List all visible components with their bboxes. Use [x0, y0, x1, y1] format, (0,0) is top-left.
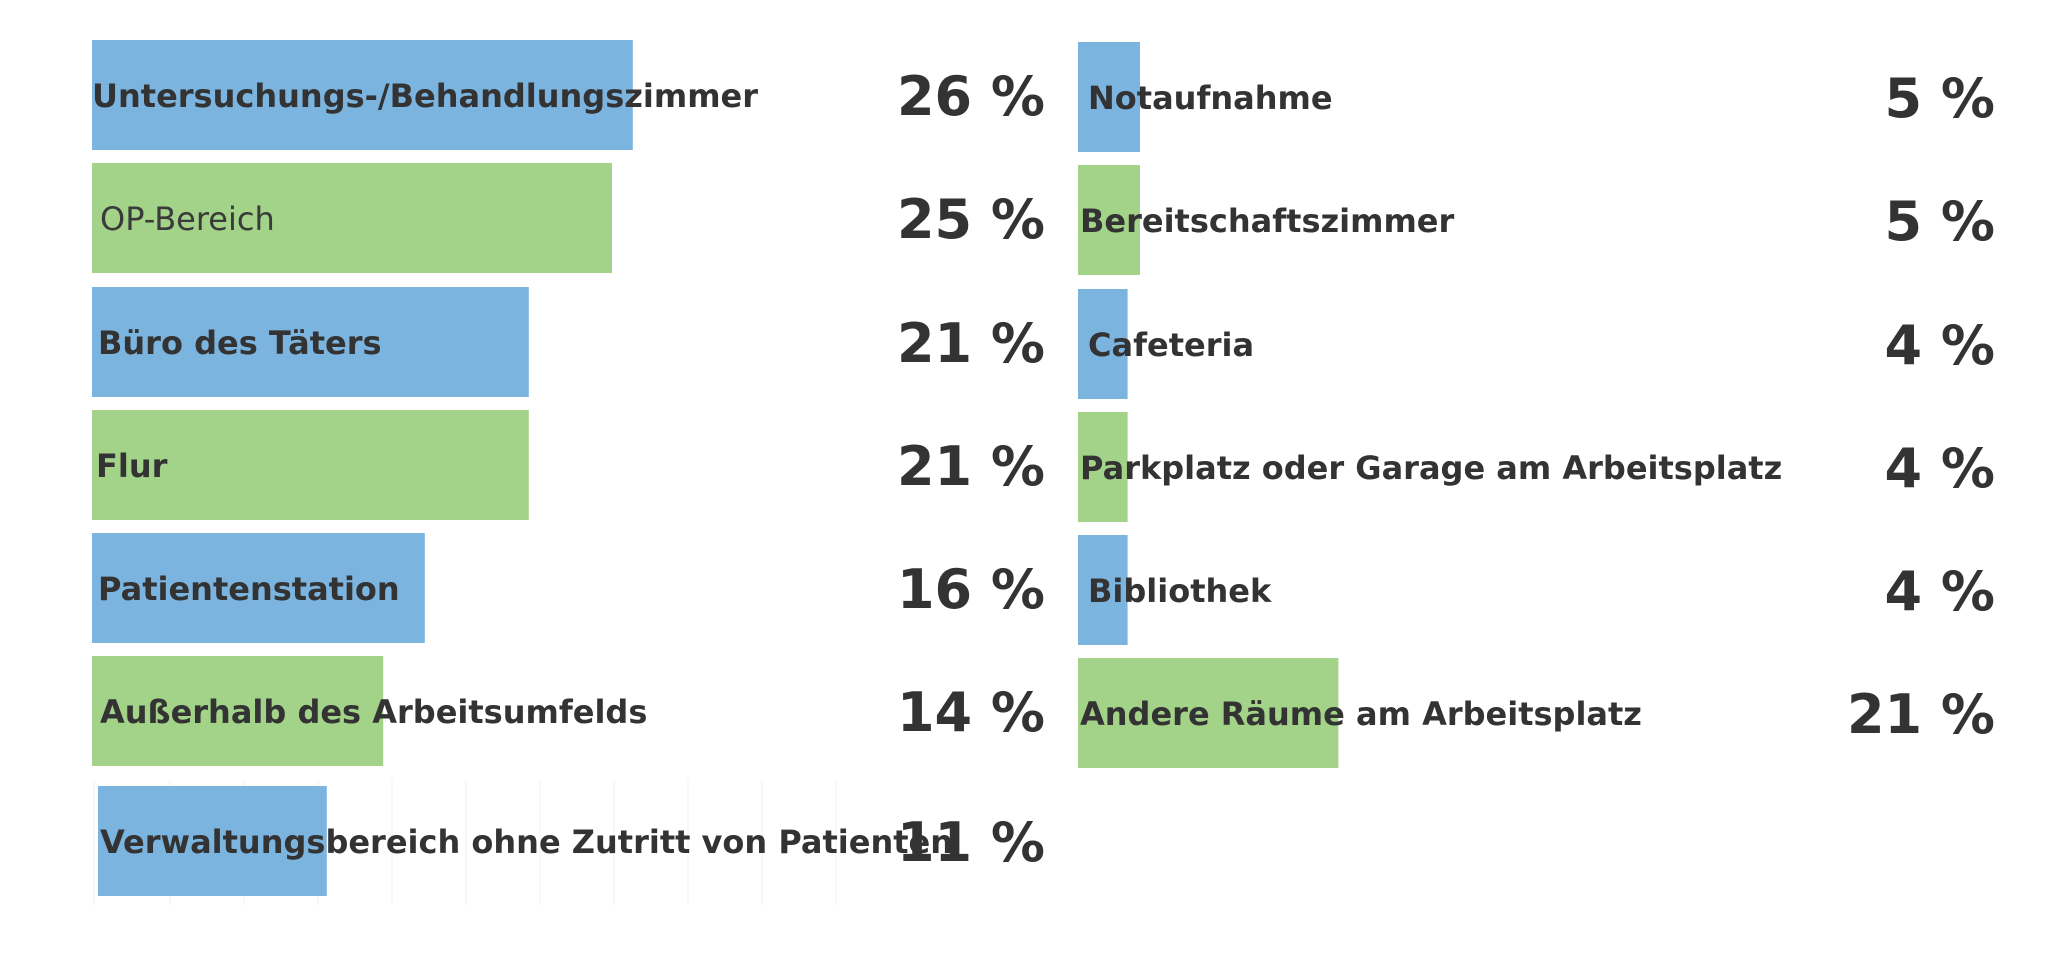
- bar-value-label: 26 %: [897, 65, 1045, 128]
- bar-value-label: 4 %: [1885, 437, 1995, 500]
- bar-value-label: 25 %: [897, 188, 1045, 251]
- bar-category-label: Parkplatz oder Garage am Arbeitsplatz: [1080, 449, 1782, 487]
- right-bar-chart: Notaufnahme 5 % Bereitschaftszimmer 5 % Cafe…: [1078, 42, 1995, 768]
- bar-category-label: Bereitschaftszimmer: [1080, 202, 1454, 240]
- bar: [98, 786, 327, 896]
- bar: [92, 656, 384, 766]
- bar: [92, 287, 529, 397]
- bar: [92, 163, 612, 273]
- bar-category-label: OP-Bereich: [100, 200, 275, 238]
- bar: [1078, 42, 1140, 152]
- bar-value-label: 4 %: [1885, 560, 1995, 623]
- bar-category-label: Flur: [96, 447, 168, 485]
- bar-value-label: 16 %: [897, 558, 1045, 621]
- bar-value-label: 5 %: [1885, 190, 1995, 253]
- bar-value-label: 21 %: [1847, 683, 1995, 746]
- bar: [1078, 535, 1128, 645]
- bar: [92, 533, 425, 643]
- bar-category-label: Cafeteria: [1088, 326, 1254, 364]
- bar-value-label: 21 %: [897, 312, 1045, 375]
- bar: [1078, 165, 1140, 275]
- bar-category-label: Außerhalb des Arbeitsumfelds: [100, 693, 647, 731]
- bar-category-label: Untersuchungs-/Behandlungszimmer: [92, 77, 758, 115]
- bar-category-label: Bibliothek: [1088, 572, 1272, 610]
- left-bar-chart: Untersuchungs-/Behandlungszimmer 26 % OP-B…: [92, 40, 1045, 896]
- bar-category-label: Notaufnahme: [1088, 79, 1333, 117]
- bar-value-label: 11 %: [897, 811, 1045, 874]
- bar-value-label: 21 %: [897, 435, 1045, 498]
- bar-category-label: Verwaltungsbereich ohne Zutritt von Pati…: [100, 823, 953, 861]
- bar-category-label: Andere Räume am Arbeitsplatz: [1080, 695, 1642, 733]
- bar: [92, 410, 529, 520]
- bar-category-label: Patientenstation: [98, 570, 400, 608]
- bar: [1078, 658, 1339, 768]
- bar-category-label: Büro des Täters: [98, 324, 382, 362]
- bar: [1078, 412, 1128, 522]
- bar: [1078, 289, 1128, 399]
- bar-value-label: 4 %: [1885, 314, 1995, 377]
- bar: [92, 40, 633, 150]
- bar-value-label: 14 %: [897, 681, 1045, 744]
- bar-value-label: 5 %: [1885, 67, 1995, 130]
